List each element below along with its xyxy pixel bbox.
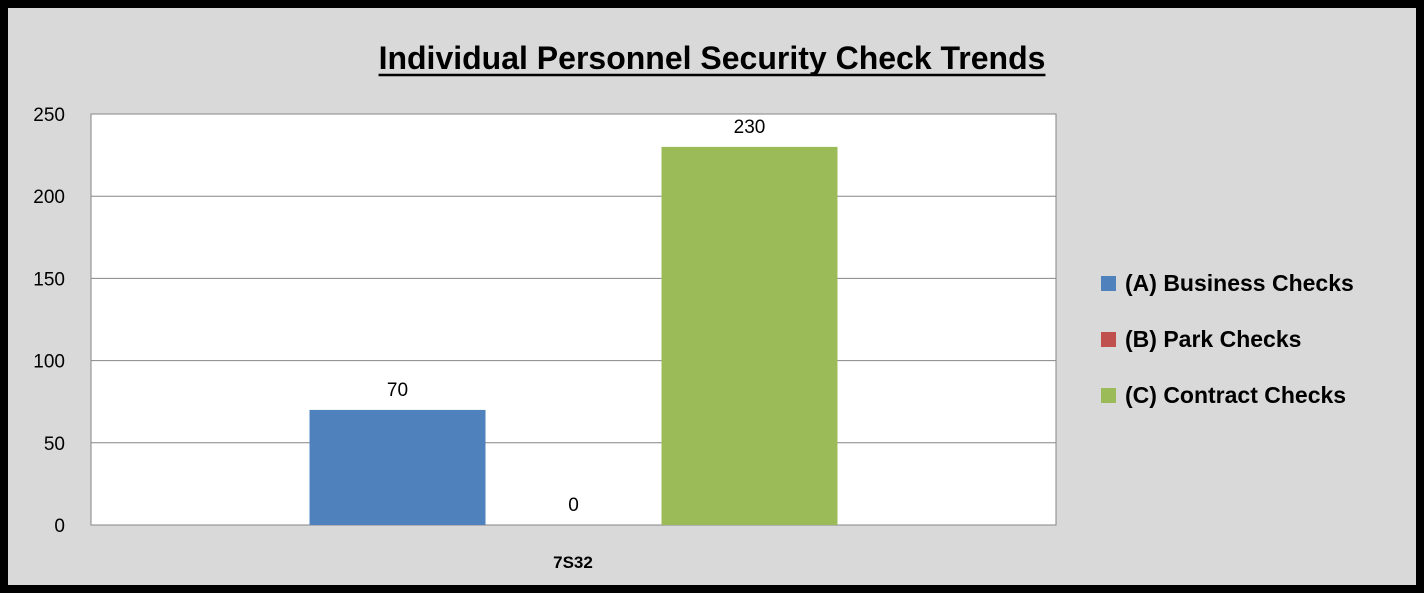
bar-1 — [309, 409, 486, 525]
legend-label-3: (C) Contract Checks — [1125, 382, 1346, 408]
x-category-label: 7S32 — [553, 553, 593, 572]
plot-area — [90, 113, 1057, 526]
legend-label-2: (B) Park Checks — [1125, 326, 1301, 352]
data-label-2: 0 — [568, 495, 579, 516]
y-tick-label: 0 — [54, 516, 65, 537]
y-tick-label: 100 — [33, 352, 65, 373]
legend-label-1: (A) Business Checks — [1125, 270, 1354, 296]
data-label-1: 70 — [387, 380, 408, 401]
legend-swatch-3 — [1101, 388, 1116, 403]
y-tick-label: 50 — [44, 434, 65, 455]
y-axis-ticks: 0 50 100 150 200 250 — [33, 105, 65, 537]
y-tick-label: 250 — [33, 105, 65, 126]
bars — [309, 146, 838, 525]
data-labels: 70 0 230 — [387, 117, 765, 516]
data-label-3: 230 — [734, 117, 766, 138]
legend-swatch-2 — [1101, 332, 1116, 347]
legend-swatch-1 — [1101, 276, 1116, 291]
y-tick-label: 150 — [33, 269, 65, 290]
chart-title: Individual Personnel Security Check Tren… — [379, 40, 1046, 76]
gridlines — [91, 113, 1056, 526]
y-tick-label: 200 — [33, 187, 65, 208]
legend: (A) Business Checks (B) Park Checks (C) Co… — [1101, 270, 1354, 408]
bar-3 — [661, 146, 838, 525]
